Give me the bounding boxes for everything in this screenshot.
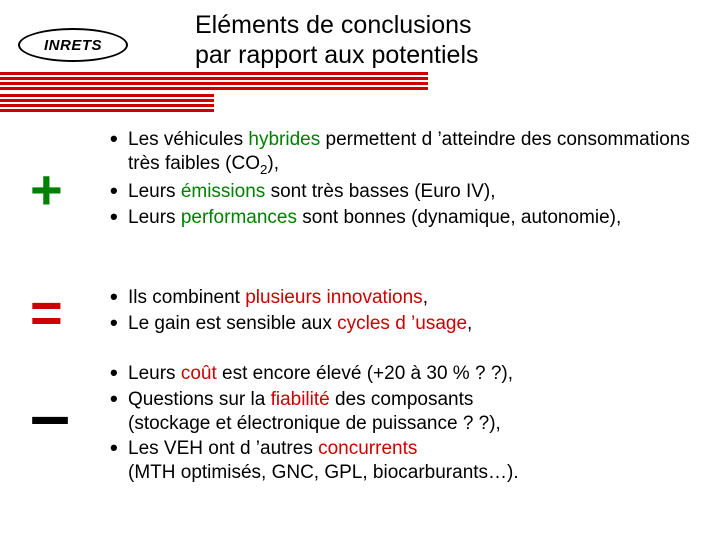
highlight-text: coût — [181, 363, 217, 384]
body-text: Les véhicules — [128, 129, 248, 150]
highlight-text: hybrides — [248, 129, 320, 150]
plus-block: Les véhicules hybrides permettent d ’att… — [110, 128, 690, 232]
title-line-1: Eléments de conclusions — [195, 11, 472, 39]
body-text: Le gain est sensible aux — [128, 313, 337, 334]
equal-symbol: = — [30, 285, 63, 341]
rule-line — [0, 104, 214, 107]
body-text: des composants — [330, 389, 474, 410]
rule-line — [0, 99, 214, 102]
body-text: sont très basses (Euro IV), — [265, 181, 495, 202]
body-text: Leurs — [128, 207, 181, 228]
highlight-text: performances — [181, 207, 297, 228]
minus-symbol: – — [30, 380, 70, 452]
bullet-item: Leurs performances sont bonnes (dynamiqu… — [110, 206, 690, 230]
rule-line — [0, 109, 214, 112]
highlight-text: plusieurs innovations — [245, 287, 422, 308]
rule-line — [0, 72, 428, 75]
body-text: est encore élevé (+20 à 30 % ? ?), — [217, 363, 513, 384]
body-text: sont bonnes (dynamique, autonomie), — [297, 207, 621, 228]
body-text: (MTH optimisés, GNC, GPL, biocarburants…… — [128, 462, 519, 483]
highlight-text: concurrents — [318, 438, 417, 459]
equal-block: Ils combinent plusieurs innovations,Le g… — [110, 286, 690, 338]
bullet-item: Leurs émissions sont très basses (Euro I… — [110, 180, 690, 204]
rule-line — [0, 94, 214, 97]
brand-logo: INRETS — [18, 28, 128, 62]
bullet-item: Leurs coût est encore élevé (+20 à 30 % … — [110, 362, 690, 386]
bullet-item: Le gain est sensible aux cycles d ’usage… — [110, 312, 690, 336]
highlight-text: émissions — [181, 181, 265, 202]
highlight-text: fiabilité — [271, 389, 330, 410]
body-text: Leurs — [128, 363, 181, 384]
bullet-item: Les véhicules hybrides permettent d ’att… — [110, 128, 690, 178]
rule-bar1 — [0, 72, 428, 90]
rule-line — [0, 87, 428, 90]
highlight-text: cycles d ’usage — [337, 313, 467, 334]
brand-logo-text: INRETS — [18, 28, 128, 62]
body-text: (stockage et électronique de puissance ?… — [128, 413, 501, 434]
page-title: Eléments de conclusions par rapport aux … — [195, 10, 555, 70]
body-text: , — [467, 313, 472, 334]
body-text: Les VEH ont d ’autres — [128, 438, 318, 459]
body-text: Questions sur la — [128, 389, 271, 410]
body-text: , — [423, 287, 428, 308]
rule-line — [0, 77, 428, 80]
plus-symbol: + — [30, 162, 63, 218]
minus-block: Leurs coût est encore élevé (+20 à 30 % … — [110, 362, 690, 487]
rule-bar2 — [0, 94, 214, 112]
bullet-item: Ils combinent plusieurs innovations, — [110, 286, 690, 310]
title-line-2: par rapport aux potentiels — [195, 41, 479, 69]
bullet-item: Questions sur la fiabilité des composant… — [110, 388, 690, 436]
body-text: Leurs — [128, 181, 181, 202]
rule-line — [0, 82, 428, 85]
body-text: ), — [267, 153, 279, 174]
bullet-item: Les VEH ont d ’autres concurrents (MTH op… — [110, 437, 690, 485]
body-text: Ils combinent — [128, 287, 245, 308]
